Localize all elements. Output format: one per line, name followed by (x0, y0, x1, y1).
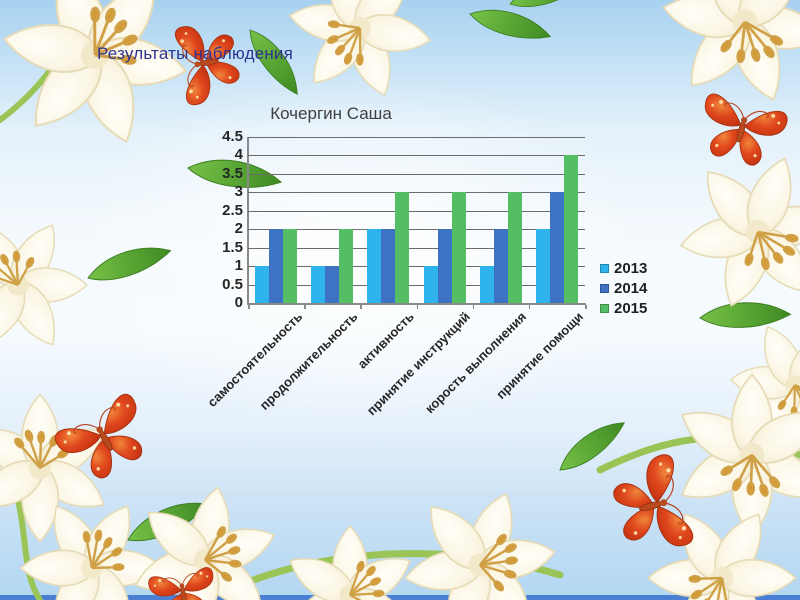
bar-2013 (311, 266, 326, 303)
bar-2014 (437, 229, 452, 303)
category-label: продолжительность (257, 309, 361, 413)
x-tick-mark (472, 305, 475, 309)
y-axis-line (247, 137, 249, 305)
legend-item: 2015 (600, 300, 647, 317)
bar-2015 (395, 192, 410, 303)
y-tick-label: 4.5 (222, 128, 243, 145)
category-label: принятие инструкций (364, 309, 474, 419)
bar-2015 (339, 229, 354, 303)
x-tick-mark (248, 305, 250, 309)
bar-2014 (381, 229, 396, 303)
gridline (248, 266, 585, 268)
y-tick-label: 3 (234, 183, 243, 201)
gridline (248, 229, 585, 231)
chart-title: Кочергин Саша (270, 104, 392, 123)
y-tick-label: 0.5 (222, 275, 243, 293)
bar-2013 (535, 229, 550, 303)
bar-2013 (255, 266, 270, 303)
gridline (248, 284, 585, 286)
x-tick-mark (416, 305, 418, 309)
legend-item: 2014 (600, 280, 647, 297)
slide-title: Результаты наблюдения (97, 44, 294, 63)
plot-area (248, 137, 585, 303)
y-tick-label: 1.5 (222, 238, 243, 256)
legend-label: 2013 (614, 260, 648, 277)
x-tick-mark (528, 305, 531, 309)
y-tick-label: 2 (234, 220, 243, 238)
y-tick-label: 2.5 (222, 201, 243, 219)
bar-2013 (423, 266, 438, 303)
legend-label: 2015 (614, 300, 648, 317)
bar-2014 (325, 266, 340, 303)
gridline (248, 247, 585, 249)
x-tick-mark (304, 305, 306, 309)
gridline (248, 173, 585, 175)
legend-item: 2013 (600, 260, 647, 277)
category-label: корость выполнения (422, 309, 530, 417)
legend-swatch-2013 (600, 264, 609, 273)
y-tick-label: 4 (234, 146, 243, 164)
bar-2013 (479, 266, 494, 303)
bar-2014 (549, 192, 564, 303)
x-axis-line (247, 303, 586, 305)
bar-2015 (451, 192, 466, 303)
gridline (248, 155, 585, 157)
bar-2015 (563, 155, 578, 303)
bar-2015 (283, 229, 298, 303)
bar-2014 (269, 229, 284, 303)
bar-2013 (367, 229, 382, 303)
x-tick-mark (360, 305, 362, 309)
legend-label: 2014 (614, 280, 648, 297)
chart-legend: 2013 2014 2015 (600, 260, 647, 320)
legend-swatch-2014 (600, 284, 609, 293)
gridline (248, 137, 585, 138)
gridline (248, 192, 585, 194)
bar-2014 (493, 229, 508, 303)
y-tick-label: 0 (234, 294, 243, 311)
gridline (248, 210, 585, 212)
y-tick-label: 3.5 (222, 164, 243, 182)
y-tick-label: 1 (234, 257, 243, 275)
bar-chart: Кочергин Саша 4.5 4 3.5 3 2.5 2 1.5 1 0.5 0 самос… (203, 95, 675, 425)
bar-2015 (507, 192, 522, 303)
legend-swatch-2015 (600, 304, 609, 313)
x-tick-mark (585, 305, 587, 309)
bottom-edge-strip (0, 595, 800, 600)
category-label: самостоятельность (203, 309, 305, 410)
